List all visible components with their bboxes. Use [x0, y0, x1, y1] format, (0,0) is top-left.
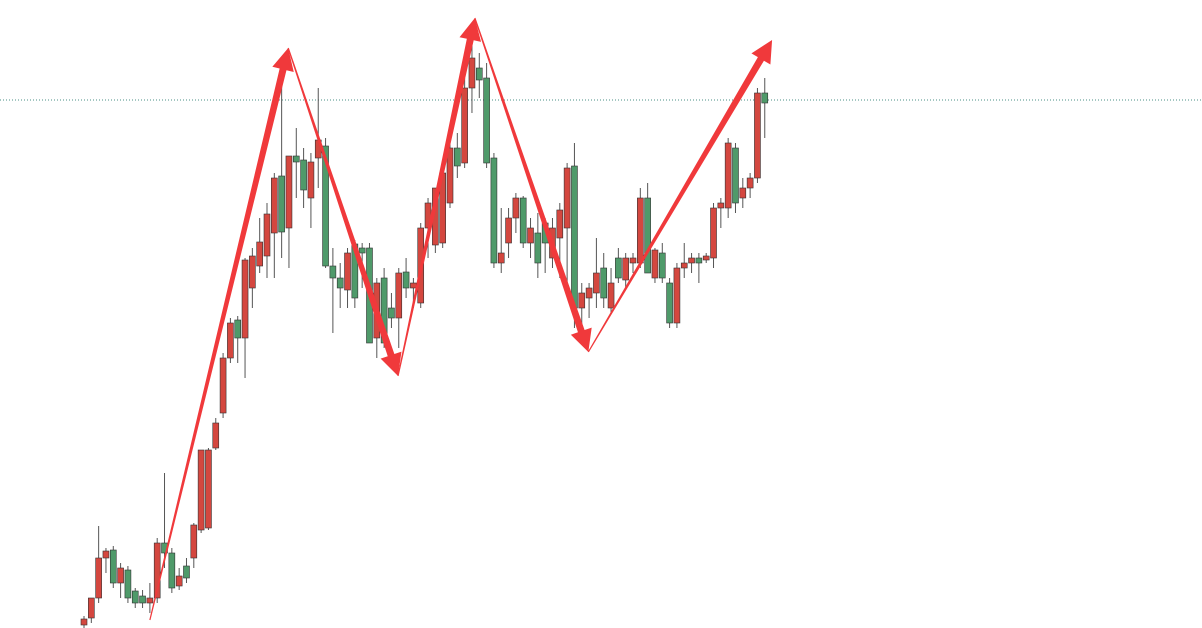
candle-body	[131, 590, 139, 604]
candle-body	[754, 92, 761, 179]
candle-body	[637, 197, 644, 264]
candle-body	[739, 187, 747, 199]
candle-body	[512, 197, 520, 219]
candle-body	[615, 257, 622, 279]
candle-body	[724, 142, 732, 209]
candle-body	[563, 167, 571, 229]
candle-body	[329, 265, 337, 279]
candle-body	[285, 155, 293, 229]
candle-body	[446, 147, 454, 204]
candle-body	[80, 618, 88, 626]
candle-body	[322, 145, 329, 267]
candle-body	[732, 147, 739, 204]
candle-body	[183, 565, 190, 579]
candle-body	[644, 197, 651, 274]
candle-body	[556, 209, 564, 239]
candle-body	[197, 449, 205, 531]
candle-body	[695, 257, 703, 264]
candle-body	[461, 87, 468, 164]
candle-body	[658, 252, 666, 279]
candle-body	[468, 57, 476, 89]
candle-body	[256, 241, 263, 267]
candle-body	[651, 249, 659, 279]
candle-body	[146, 597, 154, 604]
candle-body	[358, 247, 366, 254]
candle-body	[175, 575, 183, 587]
candle-body	[600, 267, 608, 299]
candle-body	[139, 595, 146, 604]
candle-body	[388, 307, 395, 319]
candle-body	[534, 232, 542, 264]
candle-body	[402, 271, 410, 289]
candle-body	[666, 282, 673, 324]
candle-body	[717, 202, 725, 209]
candle-body	[278, 175, 285, 233]
candle-body	[490, 157, 498, 264]
candle-body	[95, 557, 102, 599]
candle-body	[300, 159, 307, 191]
zigzag-arrow	[397, 18, 482, 377]
candle-body	[124, 569, 132, 599]
candle-body	[688, 257, 695, 264]
candle-body	[153, 542, 161, 599]
candle-body	[454, 147, 461, 167]
candle-body	[168, 552, 176, 589]
candle-body	[578, 292, 586, 309]
candle-body	[227, 322, 234, 359]
candle-body	[519, 197, 527, 244]
candle-body	[607, 282, 615, 309]
candle-body	[622, 257, 629, 281]
candle-body	[307, 161, 315, 199]
candle-body	[497, 252, 505, 264]
candle-body	[710, 207, 717, 259]
candle-body	[761, 92, 769, 104]
candle-body	[746, 177, 754, 189]
candle-body	[234, 319, 242, 339]
candle-body	[629, 257, 637, 264]
candle-body	[271, 177, 278, 234]
candle-body	[410, 282, 417, 289]
candle-body	[292, 155, 300, 163]
candle-body	[475, 67, 483, 81]
candle-body	[336, 277, 344, 289]
candle-body	[88, 597, 95, 619]
candle-body	[505, 217, 512, 244]
candle-body	[212, 422, 220, 449]
candle-body	[571, 165, 578, 309]
zigzag-arrow	[474, 17, 592, 353]
candle-body	[117, 567, 124, 584]
candle-body	[344, 252, 351, 291]
candle-body	[241, 259, 249, 339]
candle-body	[190, 524, 198, 559]
candle-body	[585, 287, 593, 299]
candle-body	[205, 449, 212, 529]
candle-body	[109, 549, 117, 584]
candle-body	[673, 267, 681, 324]
zigzag-arrow	[149, 48, 294, 621]
candle-body	[219, 357, 227, 414]
candle-body	[249, 255, 256, 289]
candle-body	[483, 77, 490, 164]
zigzag-arrow	[587, 40, 773, 353]
candle-body	[527, 227, 534, 244]
candle-body	[680, 262, 688, 269]
zigzag-arrow	[287, 47, 402, 376]
candle-body	[593, 272, 600, 294]
candle-body	[702, 255, 710, 261]
candle-body	[395, 272, 403, 319]
candle-body	[102, 550, 110, 559]
candle-body	[263, 213, 271, 257]
